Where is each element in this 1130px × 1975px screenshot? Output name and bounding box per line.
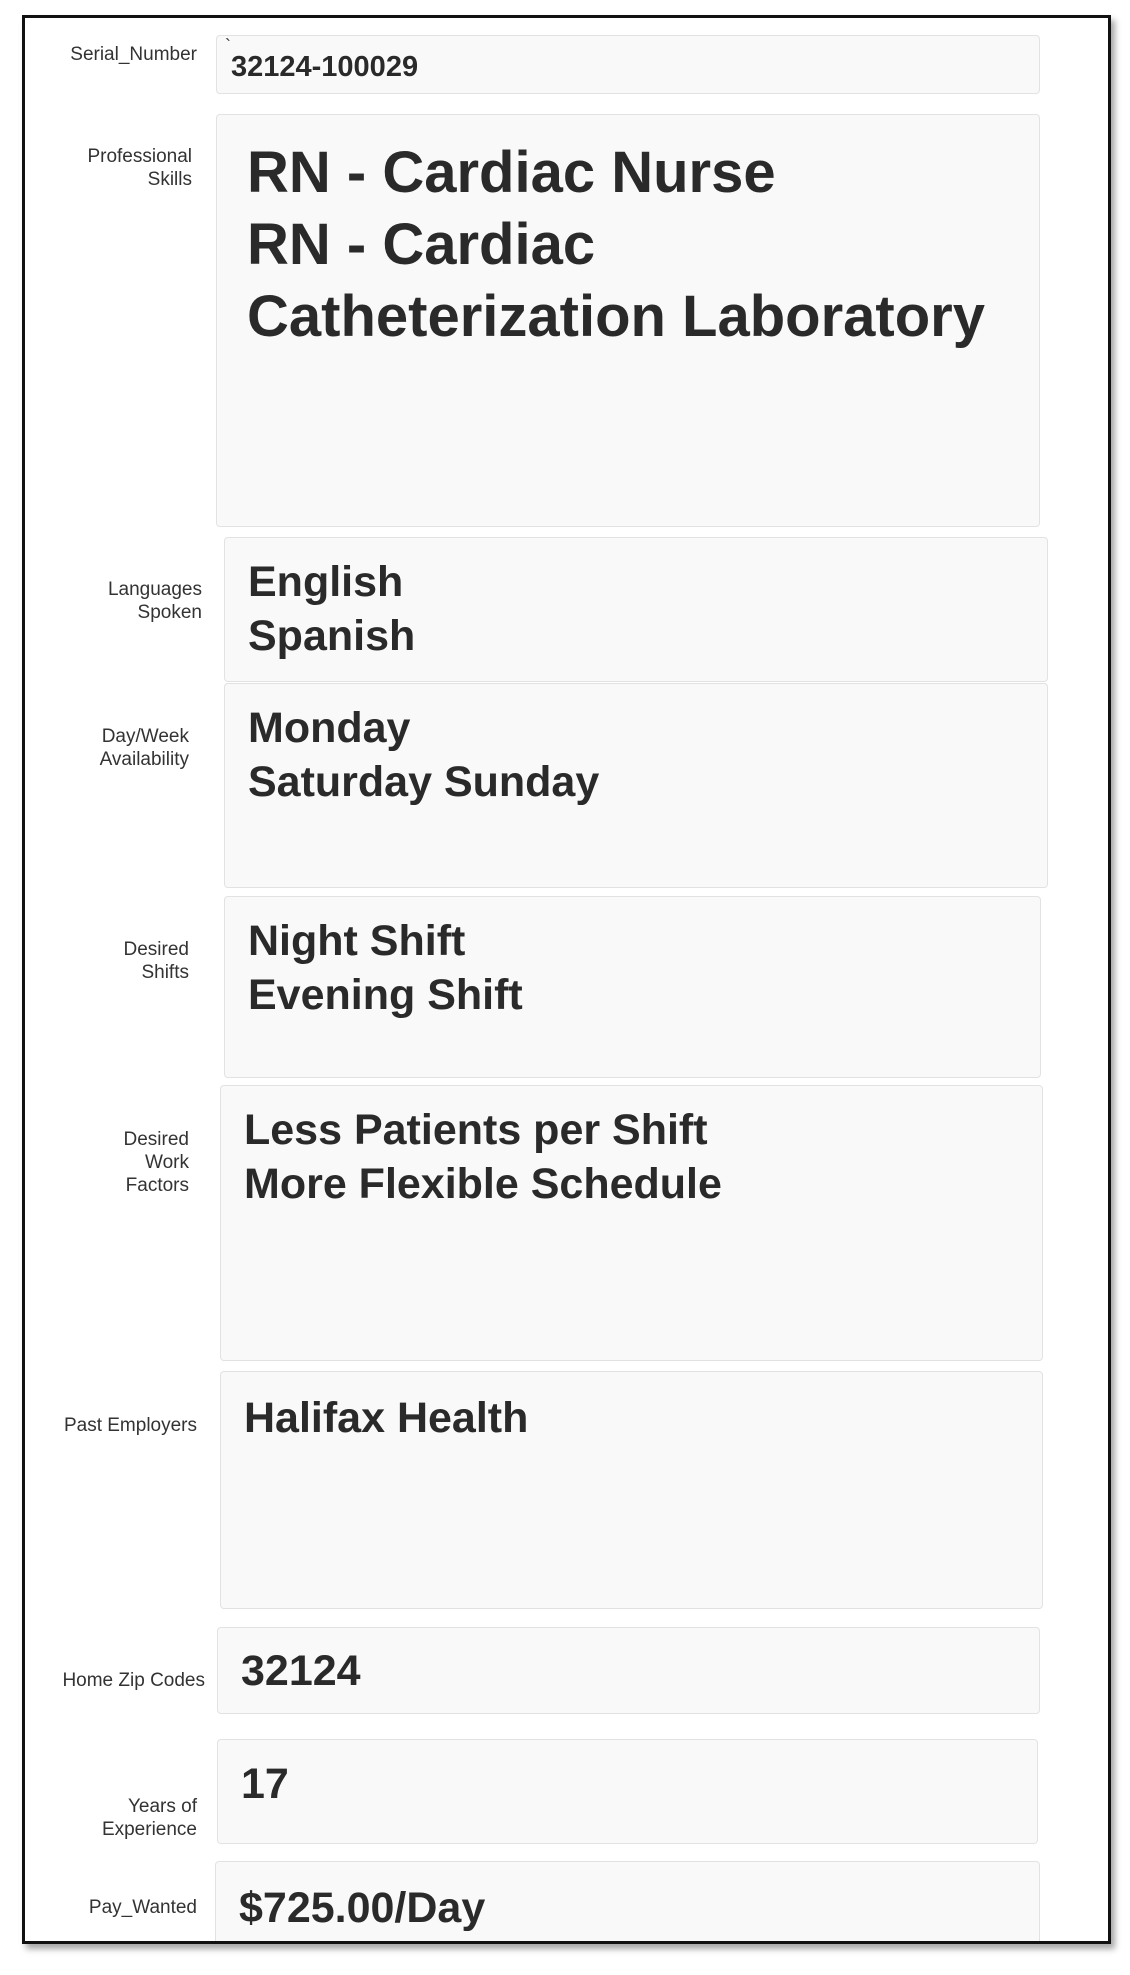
- desired-shifts-label: Desired Shifts: [123, 939, 189, 983]
- languages-spoken-field[interactable]: English Spanish: [224, 537, 1048, 682]
- desired-shifts-field[interactable]: Night Shift Evening Shift: [224, 896, 1041, 1078]
- languages-spoken-value: English Spanish: [248, 558, 416, 660]
- pay-wanted-label: Pay_Wanted: [88, 1897, 197, 1918]
- desired-work-factors-label: Desired Work Factors: [123, 1129, 189, 1196]
- pay-wanted-value: $725.00/Day: [239, 1884, 486, 1932]
- pay-wanted-field[interactable]: $725.00/Day: [215, 1861, 1040, 1941]
- professional-skills-field[interactable]: RN - Cardiac Nurse RN - Cardiac Catheteriz…: [216, 114, 1040, 527]
- past-employers-value: Halifax Health: [244, 1394, 529, 1442]
- years-of-experience-label: Years of Experience: [101, 1796, 197, 1840]
- day-week-availability-field[interactable]: Monday Saturday Sunday: [224, 683, 1048, 888]
- home-zip-codes-field[interactable]: 32124: [217, 1627, 1040, 1714]
- home-zip-codes-label: Home Zip Codes: [62, 1670, 205, 1691]
- desired-work-factors-value: Less Patients per Shift More Flexible Sch…: [244, 1106, 722, 1208]
- day-week-availability-label: Day/Week Availability: [99, 726, 189, 770]
- form-panel: Serial_Number ` 32124-100029 Professiona…: [22, 15, 1111, 1944]
- years-of-experience-value: 17: [241, 1760, 289, 1808]
- desired-work-factors-field[interactable]: Less Patients per Shift More Flexible Sch…: [220, 1085, 1043, 1361]
- years-of-experience-field[interactable]: 17: [217, 1739, 1038, 1844]
- serial-number-field[interactable]: ` 32124-100029: [216, 35, 1040, 94]
- serial-number-value: 32124-100029: [231, 51, 419, 83]
- home-zip-codes-value: 32124: [241, 1647, 361, 1695]
- serial-prefix: `: [225, 36, 231, 56]
- languages-spoken-label: Languages Spoken: [107, 579, 202, 623]
- serial-number-label: Serial_Number: [70, 44, 197, 65]
- past-employers-field[interactable]: Halifax Health: [220, 1371, 1043, 1609]
- desired-shifts-value: Night Shift Evening Shift: [248, 917, 523, 1019]
- day-week-availability-value: Monday Saturday Sunday: [248, 704, 600, 806]
- professional-skills-label: Professional Skills: [87, 146, 192, 190]
- professional-skills-value: RN - Cardiac Nurse RN - Cardiac Catheteriz…: [247, 140, 985, 349]
- past-employers-label: Past Employers: [63, 1415, 197, 1436]
